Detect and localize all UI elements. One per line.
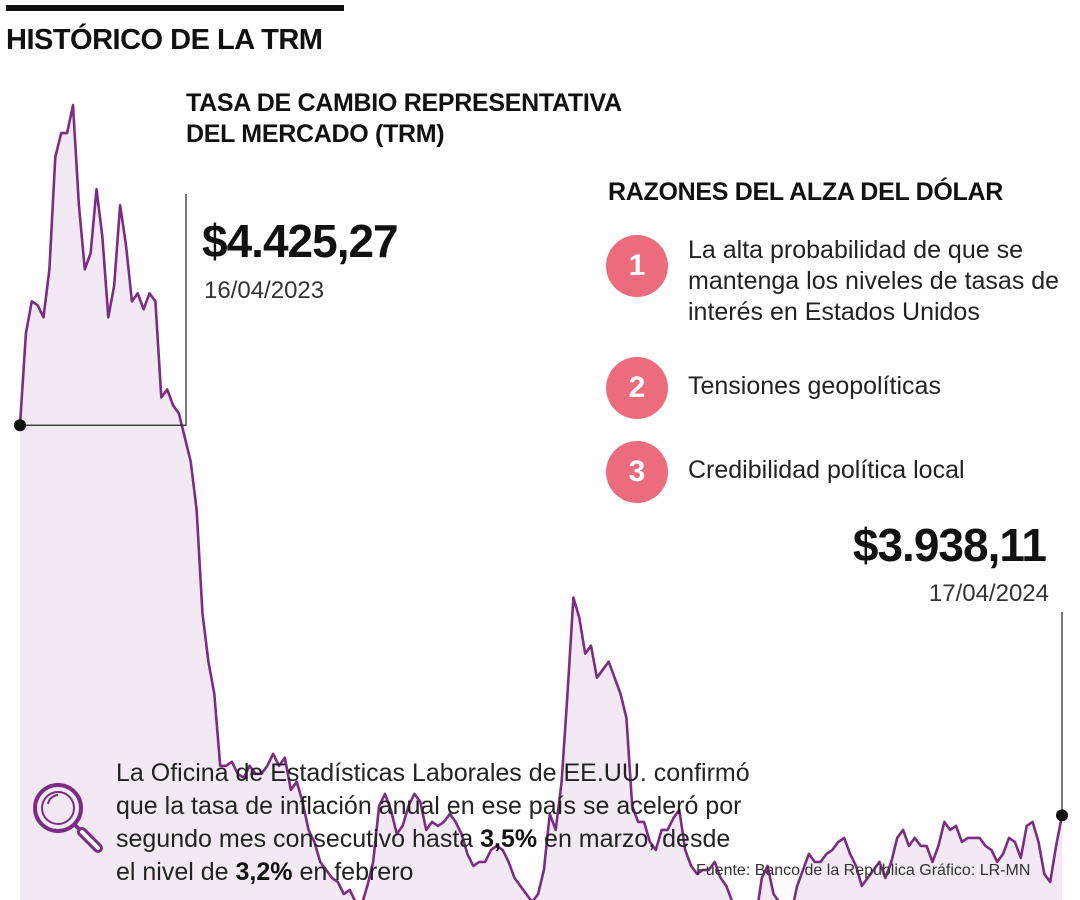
start-leader-line — [20, 194, 187, 426]
start-value-label: $4.425,27 — [202, 215, 399, 267]
chart-subtitle: TASA DE CAMBIO REPRESENTATIVA DEL MERCAD… — [186, 88, 622, 150]
subtitle-line-1: TASA DE CAMBIO REPRESENTATIVA — [186, 89, 622, 117]
reason-number-badge: 1 — [606, 235, 668, 297]
series-area — [20, 105, 1062, 900]
note-text-3: en febrero — [292, 858, 414, 886]
subtitle-line-2: DEL MERCADO (TRM) — [186, 120, 445, 148]
reason-text: Credibilidad política local — [688, 456, 965, 484]
reason-text: La alta probabilidad de que se mantenga … — [688, 236, 1060, 326]
reasons-title: RAZONES DEL ALZA DEL DÓLAR — [608, 178, 1003, 206]
note-bold-2: 3,2% — [235, 858, 293, 886]
end-value-label: $3.938,11 — [852, 519, 1047, 571]
end-date-label: 17/04/2024 — [928, 580, 1049, 607]
note-text-1: La Oficina de Estadísticas Laborales de … — [116, 759, 750, 853]
top-rule — [6, 5, 344, 11]
reason-item-1: 1 La alta probabilidad de que se manteng… — [606, 235, 1068, 328]
source-credit: Fuente: Banco de la República Gráfico: L… — [696, 862, 1031, 879]
end-point — [1056, 809, 1068, 822]
reason-text: Tensiones geopolíticas — [688, 372, 941, 400]
inflation-note: La Oficina de Estadísticas Laborales de … — [116, 757, 756, 889]
reason-number-badge: 2 — [606, 357, 668, 419]
note-text-2: en marzo, desde el nivel de — [116, 825, 731, 886]
start-date-label: 16/04/2023 — [204, 277, 325, 304]
start-point — [14, 419, 26, 432]
note-bold-1: 3,5% — [480, 825, 538, 853]
reason-item-2: 2 Tensiones geopolíticas — [606, 357, 1068, 419]
reason-number-badge: 3 — [606, 441, 668, 503]
page-title: HISTÓRICO DE LA TRM — [6, 24, 323, 56]
series-line — [18, 103, 1064, 900]
magnifier-icon — [33, 783, 103, 853]
reason-item-3: 3 Credibilidad política local — [606, 441, 1068, 503]
